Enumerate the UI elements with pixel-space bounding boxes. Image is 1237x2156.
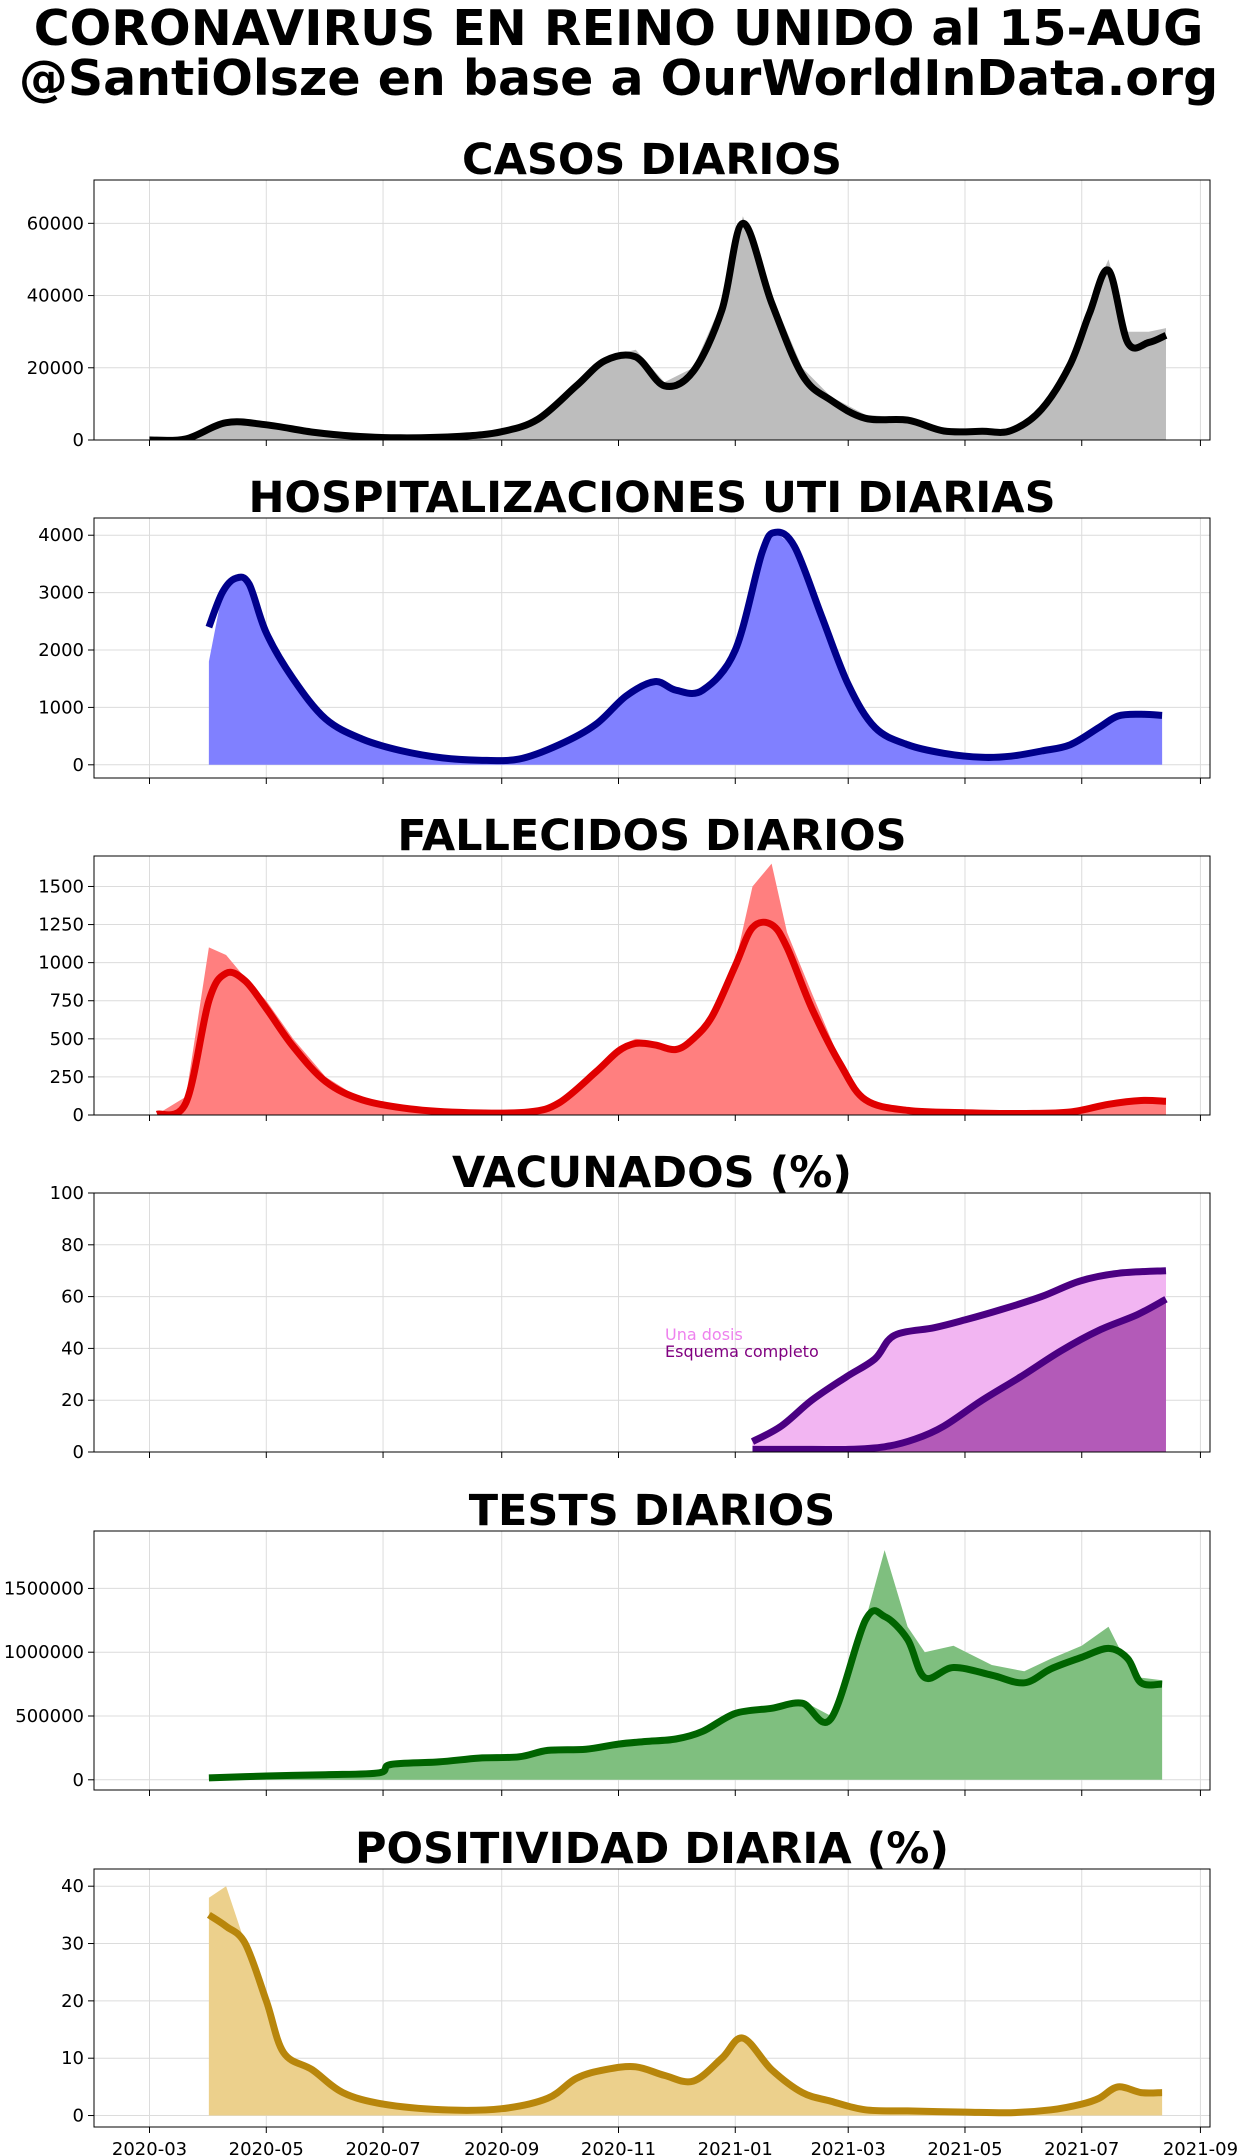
x-tick-label: 2021-03 [811,2139,886,2156]
plot-area [155,863,1167,1115]
y-tick-label: 40 [61,1876,84,1897]
x-tick-label: 2020-09 [464,2139,539,2156]
y-tick-label: 500000 [15,1706,84,1727]
y-tick-label: 500 [50,1029,84,1050]
y-tick-label: 1000000 [4,1642,84,1663]
y-tick-label: 20000 [27,358,84,379]
axes-frame [93,1530,1211,1791]
axes-frame [93,1868,1211,2128]
series-line [155,918,1167,1115]
y-tick-label: 1500 [38,876,84,897]
x-tick-label: 2020-07 [345,2139,420,2156]
x-tick-label: 2020-11 [581,2139,656,2156]
y-tick-label: 1000 [38,697,84,718]
x-tick-label: 2021-07 [1044,2139,1119,2156]
panel-title: CASOS DIARIOS [462,135,842,185]
y-tick-label: 10 [61,2048,84,2069]
y-tick-label: 30 [61,1934,84,1955]
y-tick-label: 0 [73,1442,84,1463]
annotation-label: Esquema completo [665,1342,819,1361]
y-tick-label: 60000 [27,213,84,234]
panel-title: TESTS DIARIOS [469,1486,836,1536]
y-tick-label: 40000 [27,286,84,307]
y-tick-label: 1250 [38,915,84,936]
plot-area [149,216,1168,440]
x-tick-label: 2021-01 [698,2139,773,2156]
y-tick-label: 0 [73,1105,84,1126]
axes-frame [93,855,1211,1116]
x-tick-label: 2021-05 [927,2139,1002,2156]
figure-title-line2: @SantiOlsze en base a OurWorldInData.org [18,50,1219,107]
figure-title-line1: CORONAVIRUS EN REINO UNIDO al 15-AUG [33,0,1204,57]
series-line [752,1296,1168,1452]
y-tick-label: 60 [61,1287,84,1308]
y-tick-label: 4000 [38,525,84,546]
x-tick-label: 2020-05 [229,2139,304,2156]
panel-title: POSITIVIDAD DIARIA (%) [355,1824,949,1874]
panel-1: CASOS DIARIOS 0 20000 40000 60000 [27,135,1211,451]
y-tick-label: 40 [61,1338,84,1359]
y-tick-label: 750 [50,991,84,1012]
panel-6: POSITIVIDAD DIARIA (%) 0 10 20 30 40 2020-03 20… [61,1824,1237,2156]
series-line [205,528,1163,765]
panel-title: FALLECIDOS DIARIOS [397,811,906,861]
y-tick-label: 0 [73,1770,84,1791]
x-tick-label: 2021-09 [1163,2139,1237,2156]
plot-area [750,1267,1168,1452]
plot-area [205,528,1163,765]
y-tick-label: 250 [50,1067,84,1088]
y-tick-label: 0 [73,755,84,776]
annotation-label: Una dosis [665,1325,743,1344]
y-tick-label: 20 [61,1390,84,1411]
panel-2: HOSPITALIZACIONES UTI DIARIAS 0 1000 2000 30… [38,473,1211,784]
y-tick-label: 80 [61,1235,84,1256]
raw-area [149,216,1166,440]
y-tick-label: 3000 [38,583,84,604]
y-tick-label: 1000 [38,953,84,974]
series-line [206,1911,1163,2117]
series-line [149,219,1168,440]
plot-area [206,1886,1163,2117]
raw-area [208,532,1163,765]
panel-3: FALLECIDOS DIARIOS 0 250 500 750 1000 1250 1500 [38,811,1211,1126]
raw-area [157,863,1167,1115]
y-tick-label: 100 [50,1183,84,1204]
series-line [208,1607,1163,1782]
raw-area [208,1550,1163,1780]
series-area [752,1299,1166,1452]
x-tick-label: 2020-03 [112,2139,187,2156]
panel-5: TESTS DIARIOS 0 500000 1000000 1500000 [4,1486,1211,1796]
axes-frame [93,1192,1211,1453]
y-tick-label: 20 [61,1991,84,2012]
y-tick-label: 0 [73,2106,84,2127]
raw-area [208,1886,1163,2116]
y-tick-label: 2000 [38,640,84,661]
y-tick-label: 0 [73,430,84,451]
plot-area [208,1550,1163,1782]
axes-frame [93,517,1211,779]
axes-frame [93,179,1211,441]
y-tick-label: 1500000 [4,1578,84,1599]
panel-title: HOSPITALIZACIONES UTI DIARIAS [248,473,1055,523]
panel-title: VACUNADOS (%) [452,1148,852,1198]
series-line [750,1267,1167,1445]
